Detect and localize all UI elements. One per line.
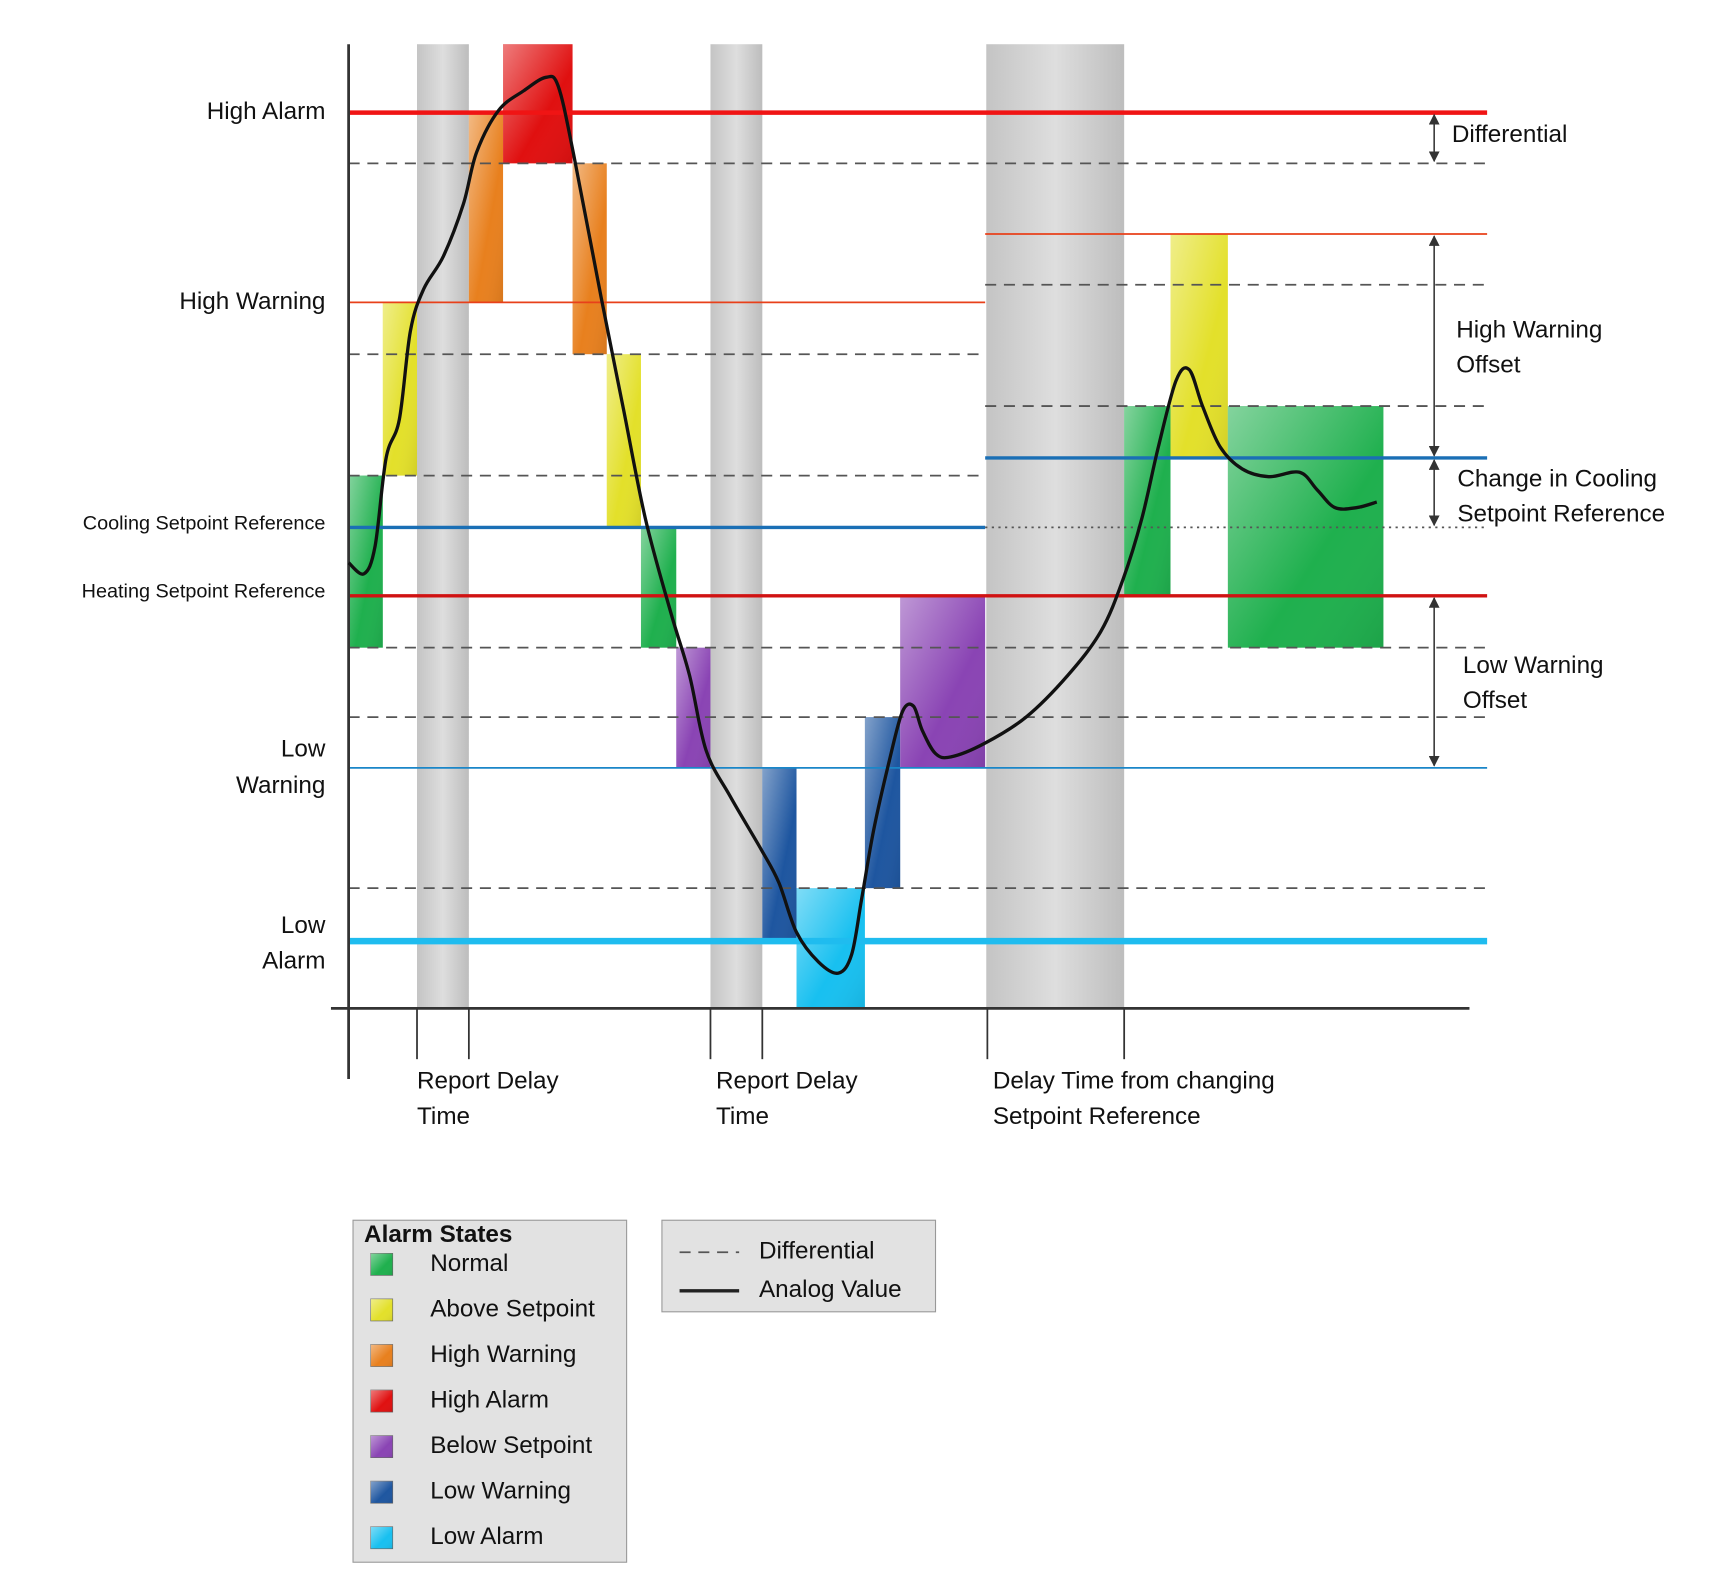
state-shine (572, 163, 607, 355)
legend-swatch-shine (370, 1526, 393, 1549)
state-shine (640, 527, 677, 648)
time-label: Delay Time from changing (993, 1068, 1275, 1095)
dimension-label: High Warning (1456, 316, 1602, 343)
time-label: Report Delay (716, 1068, 858, 1095)
legend-swatch-shine (370, 1481, 393, 1504)
dimension-label: Change in Cooling (1457, 465, 1657, 492)
state-shine (900, 595, 986, 768)
legend-label: High Warning (430, 1341, 576, 1368)
state-shine (762, 767, 797, 942)
level-label: High Warning (179, 288, 325, 315)
time-label: Time (716, 1103, 769, 1130)
axes (330, 44, 1470, 1080)
state-shine (606, 354, 641, 528)
state-shine (1170, 233, 1228, 458)
legend-swatch-shine (370, 1298, 393, 1321)
legend-swatch-shine (370, 1253, 393, 1276)
reference-lines (348, 110, 1488, 945)
level-label: Cooling Setpoint Reference (83, 512, 326, 534)
legend-label: Low Alarm (430, 1523, 543, 1550)
level-label: Low (281, 736, 326, 763)
level-label: Low (281, 912, 326, 939)
level-label: Heating Setpoint Reference (82, 581, 326, 603)
state-legend: Alarm States Normal Above Setpoint High Wa… (352, 1219, 628, 1563)
legend-label: Differential (759, 1238, 875, 1265)
dimension-label: Offset (1456, 352, 1521, 379)
state-blocks (348, 44, 1384, 1009)
legend-label: Below Setpoint (430, 1432, 592, 1459)
level-label: Warning (236, 772, 325, 799)
legend-swatch-shine (370, 1344, 393, 1367)
state-shine (468, 112, 504, 303)
legend-label: Low Warning (430, 1478, 571, 1505)
legend-label: High Alarm (430, 1386, 549, 1413)
dimension-label: Low Warning (1463, 652, 1604, 679)
legend-label: Normal (430, 1250, 508, 1277)
state-shine (503, 44, 573, 164)
setpoint-delay-band (986, 44, 1125, 1009)
dimension-label: Setpoint Reference (1457, 501, 1665, 528)
dimension-label: Offset (1463, 687, 1528, 714)
analog-value-curve (347, 74, 1378, 975)
legend-label: Above Setpoint (430, 1295, 595, 1322)
time-label: Setpoint Reference (993, 1103, 1201, 1130)
legend-swatch-shine (370, 1435, 393, 1458)
level-label: Alarm (262, 947, 325, 974)
legend-label: Analog Value (759, 1276, 902, 1303)
legend-box (352, 1219, 628, 1563)
legend-title: Alarm States (364, 1221, 512, 1248)
state-shine (348, 475, 383, 648)
time-label: Report Delay (417, 1068, 559, 1095)
time-label: Time (417, 1103, 470, 1130)
level-label: High Alarm (207, 98, 326, 125)
legend-swatch-shine (370, 1390, 393, 1413)
line-legend: Differential Analog Value (661, 1219, 937, 1313)
legend-box (661, 1219, 937, 1313)
dimension-label: Differential (1452, 121, 1568, 148)
